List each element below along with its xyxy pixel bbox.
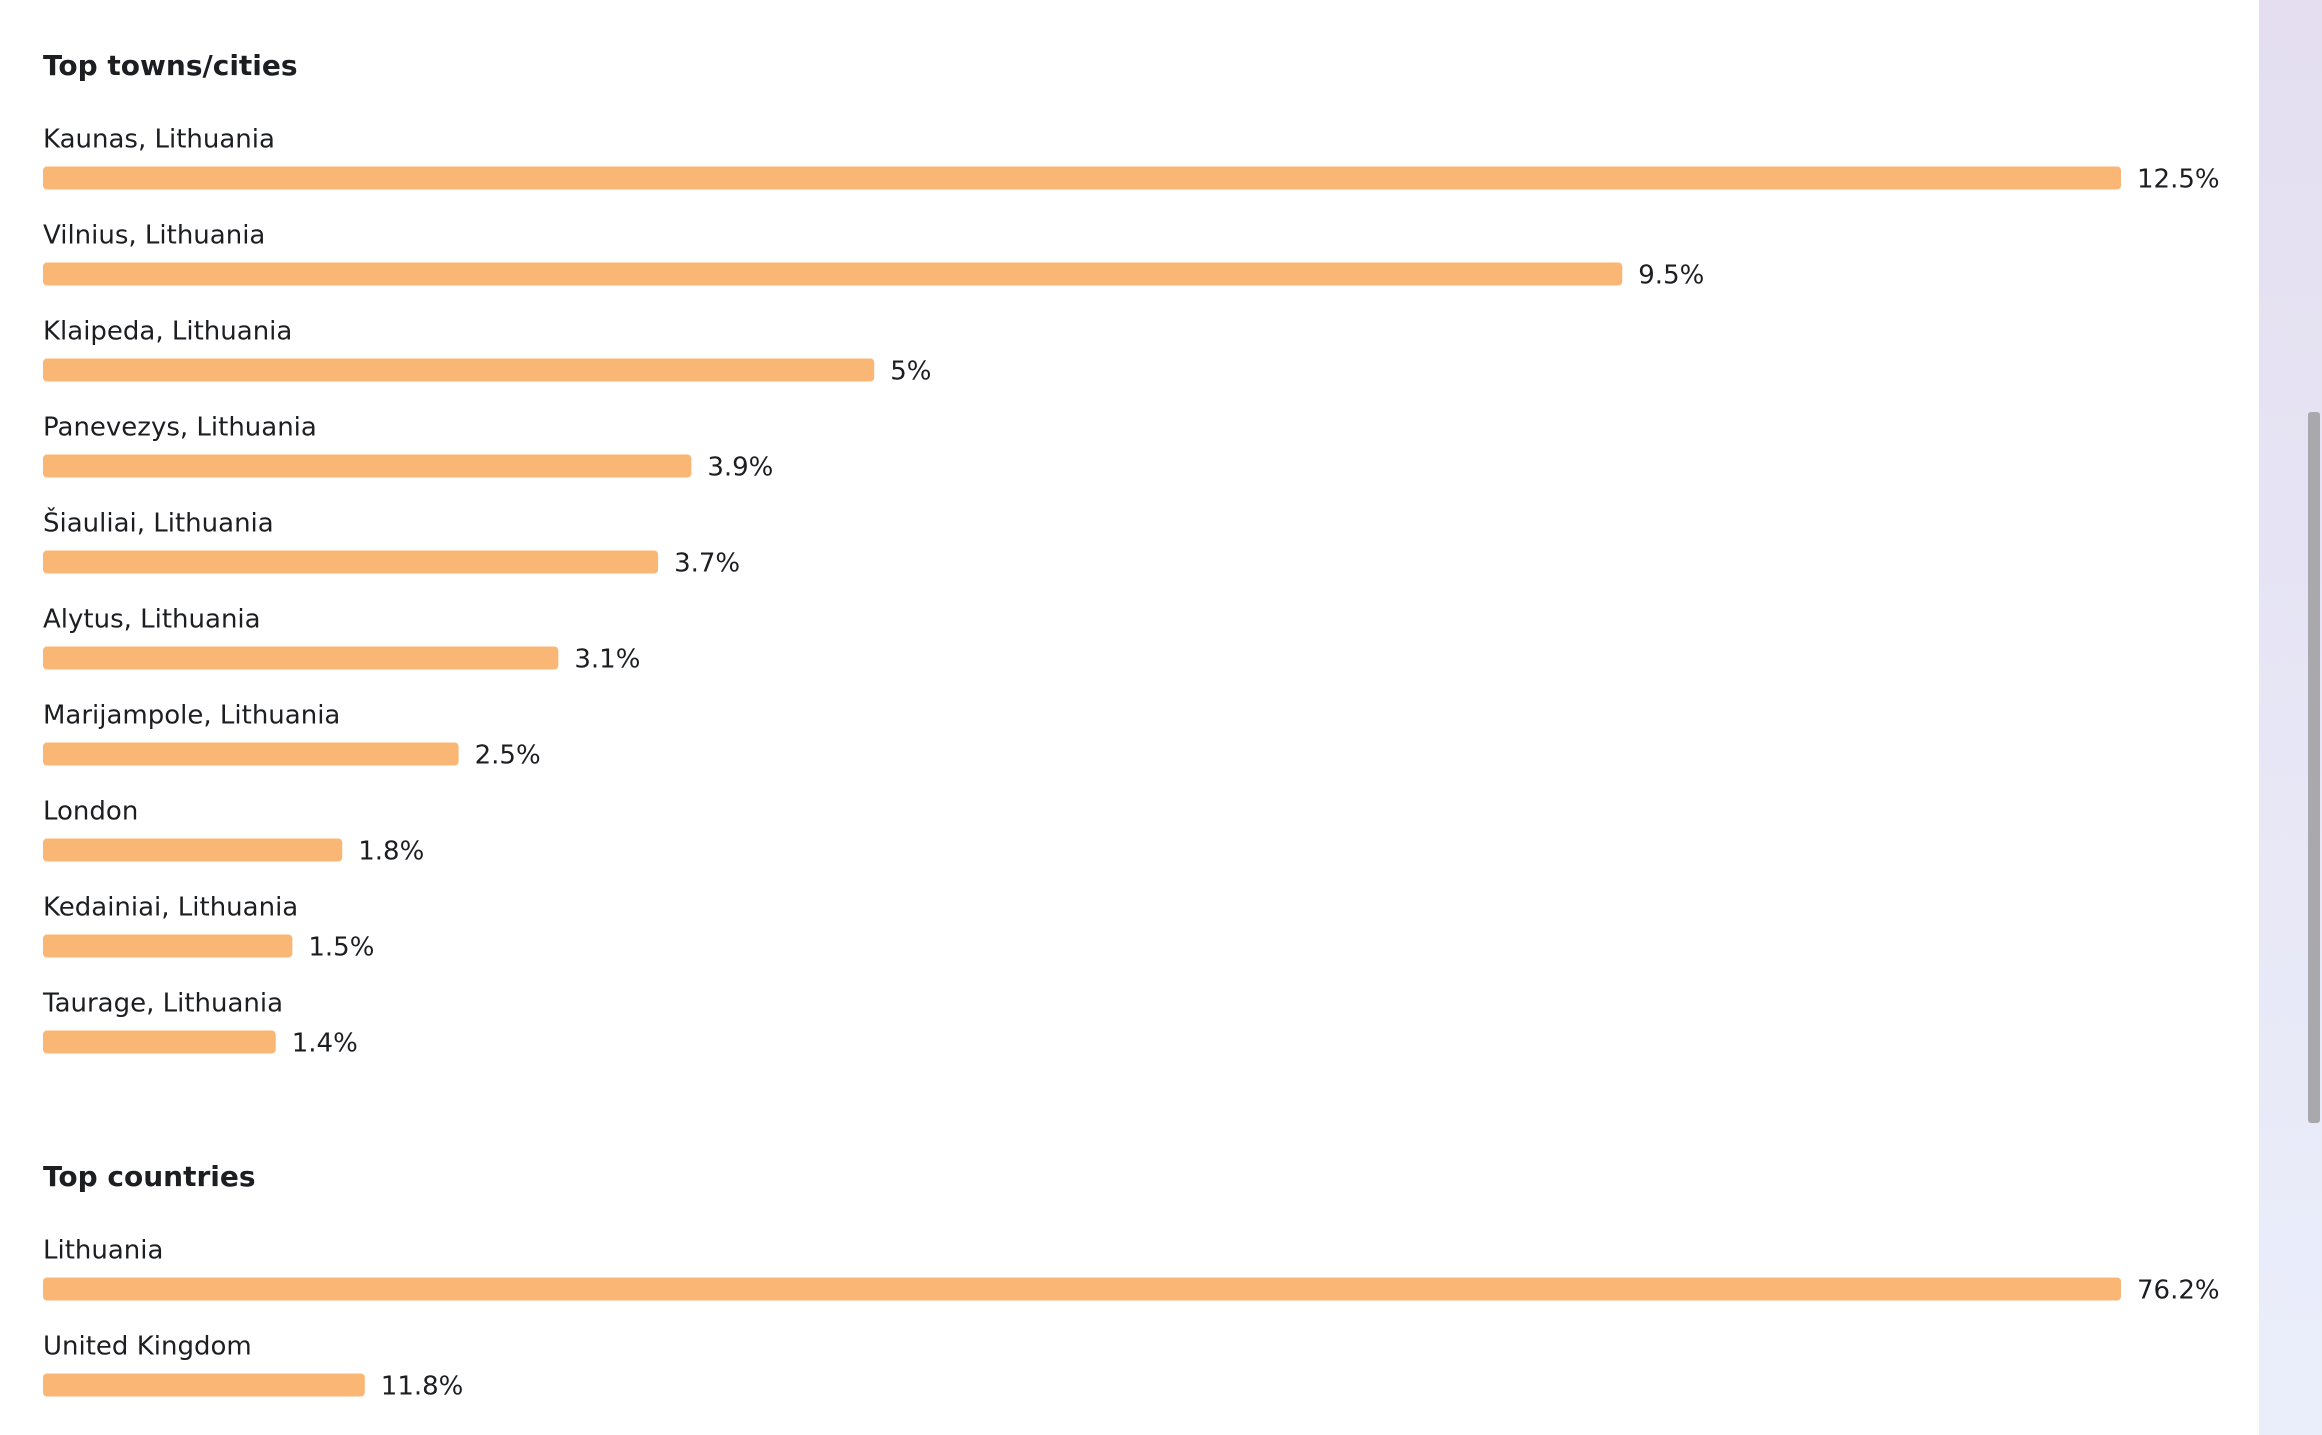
category-label: Marijampole, Lithuania [43, 701, 340, 731]
bar [43, 262, 1623, 286]
scrollbar-thumb[interactable] [2308, 412, 2320, 1123]
category-label: Panevezys, Lithuania [43, 413, 317, 443]
value-label: 1.4% [292, 1029, 358, 1059]
category-label: Kedainiai, Lithuania [43, 893, 298, 923]
value-label: 1.8% [358, 837, 424, 867]
category-label: London [43, 797, 138, 827]
value-label: 3.7% [674, 549, 740, 579]
chart-title: Top countries [43, 1160, 256, 1193]
value-label: 2.5% [475, 741, 541, 771]
category-label: Kaunas, Lithuania [43, 125, 275, 155]
chart-title: Top towns/cities [43, 49, 298, 82]
bar [43, 358, 875, 382]
bar [43, 646, 559, 670]
bar [43, 166, 2121, 190]
bar [43, 550, 659, 574]
category-label: Alytus, Lithuania [43, 605, 261, 635]
value-label: 3.1% [574, 645, 640, 675]
value-label: 76.2% [2137, 1276, 2220, 1306]
value-label: 5% [890, 357, 931, 387]
category-label: United Kingdom [43, 1332, 252, 1362]
bar [43, 1277, 2121, 1301]
category-label: Šiauliai, Lithuania [43, 507, 274, 539]
value-label: 9.5% [1638, 261, 1704, 291]
value-label: 11.8% [381, 1372, 464, 1402]
category-label: Lithuania [43, 1236, 163, 1266]
bar [43, 1030, 276, 1054]
value-label: 1.5% [308, 933, 374, 963]
bar [43, 454, 692, 478]
bar [43, 742, 459, 766]
category-label: Vilnius, Lithuania [43, 221, 265, 251]
charts: Top towns/cities Kaunas, Lithuania 12.5% Vi… [42, 49, 2220, 1402]
category-label: Klaipeda, Lithuania [43, 317, 292, 347]
bar [43, 934, 293, 958]
bar [43, 838, 343, 862]
value-label: 3.9% [707, 453, 773, 483]
bar [43, 1373, 365, 1397]
category-label: Taurage, Lithuania [42, 989, 283, 1019]
value-label: 12.5% [2137, 165, 2220, 195]
